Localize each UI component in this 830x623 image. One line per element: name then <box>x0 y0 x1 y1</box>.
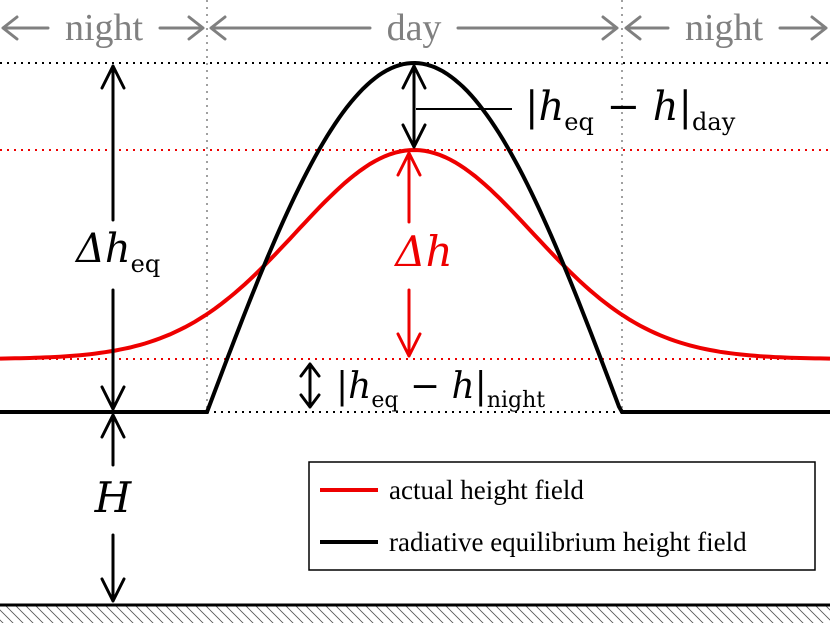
region-label-day: day <box>387 7 442 49</box>
legend-label-actual: actual height field <box>389 475 584 505</box>
night-right-arrow-right <box>778 15 828 41</box>
H-label: H <box>94 473 133 522</box>
H-arrow <box>100 413 126 603</box>
night-diff-label: |heq − h|night <box>336 366 545 413</box>
night-left-arrow-left <box>1 15 50 41</box>
legend-box <box>308 461 816 571</box>
equilibrium-height-curve <box>0 60 830 414</box>
region-label-night-right: night <box>685 7 764 49</box>
ground-hatch <box>0 605 830 623</box>
delta-heq-arrow <box>100 64 126 411</box>
region-label-night-left: night <box>65 7 144 49</box>
actual-height-curve <box>0 147 830 361</box>
delta-heq-label: Δheq <box>74 226 160 278</box>
day-diff-label: |heq − h|day <box>525 84 736 136</box>
delta-h-label: Δh <box>393 227 452 276</box>
day-arrow-left <box>209 15 372 41</box>
night-right-arrow-left <box>624 15 670 41</box>
delta-h-arrow <box>396 151 422 358</box>
day-arrow-right <box>456 15 619 41</box>
day-diff-arrow <box>401 64 427 149</box>
night-left-arrow-right <box>158 15 205 41</box>
legend-label-equilibrium: radiative equilibrium height field <box>389 527 747 557</box>
region-header <box>1 15 828 41</box>
night-diff-arrow <box>299 362 321 409</box>
